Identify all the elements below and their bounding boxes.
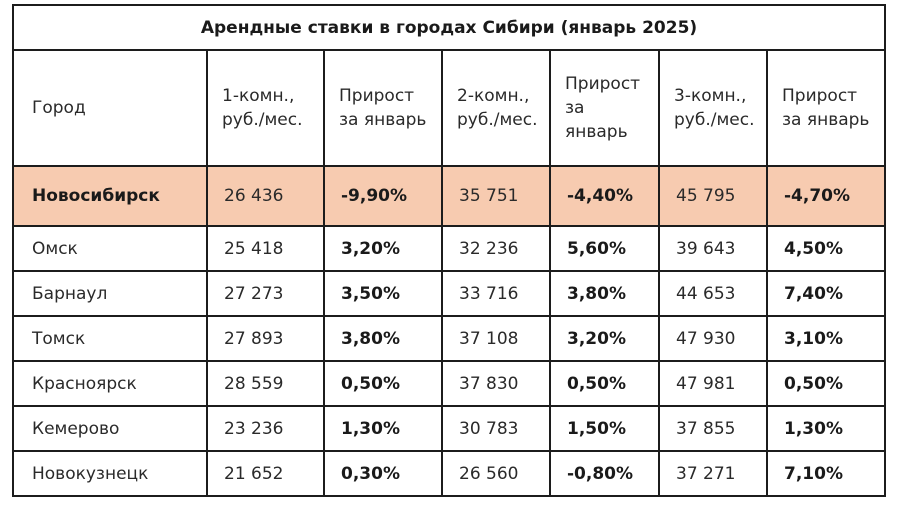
- growth-3room-cell: 3,10%: [765, 315, 887, 362]
- rent-1room-cell: 23 236: [206, 405, 325, 452]
- header-2room-growth: Прирост за январь: [549, 49, 660, 167]
- rent-1room-cell: 28 559: [206, 360, 325, 407]
- table-row: Кемерово 23 236 1,30% 30 783 1,50% 37 85…: [12, 405, 887, 452]
- city-cell: Кемерово: [12, 405, 208, 452]
- rent-rates-table: Арендные ставки в городах Сибири (январь…: [11, 4, 887, 497]
- rent-1room-cell: 27 273: [206, 270, 325, 317]
- city-cell: Новокузнецк: [12, 450, 208, 497]
- growth-2room-cell: 0,50%: [549, 360, 660, 407]
- rent-table-container: Арендные ставки в городах Сибири (январь…: [11, 4, 887, 497]
- growth-3room-cell: 1,30%: [765, 405, 887, 452]
- table-row-highlighted: Новосибирск 26 436 -9,90% 35 751 -4,40% …: [12, 165, 887, 227]
- growth-2room-cell: -4,40%: [549, 165, 660, 227]
- growth-1room-cell: 3,80%: [323, 315, 443, 362]
- table-row: Барнаул 27 273 3,50% 33 716 3,80% 44 653…: [12, 270, 887, 317]
- rent-2room-cell: 33 716: [441, 270, 551, 317]
- growth-2room-cell: 5,60%: [549, 225, 660, 272]
- city-cell: Красноярск: [12, 360, 208, 407]
- city-cell: Барнаул: [12, 270, 208, 317]
- header-2room-rent: 2-комн., руб./мес.: [441, 49, 551, 167]
- city-cell: Омск: [12, 225, 208, 272]
- header-row: Город 1-комн., руб./мес. Прирост за янва…: [12, 49, 887, 167]
- header-1room-growth: Прирост за январь: [323, 49, 443, 167]
- rent-3room-cell: 39 643: [658, 225, 768, 272]
- growth-2room-cell: -0,80%: [549, 450, 660, 497]
- rent-1room-cell: 27 893: [206, 315, 325, 362]
- rent-1room-cell: 21 652: [206, 450, 325, 497]
- table-row: Красноярск 28 559 0,50% 37 830 0,50% 47 …: [12, 360, 887, 407]
- growth-1room-cell: 3,50%: [323, 270, 443, 317]
- rent-1room-cell: 26 436: [206, 165, 325, 227]
- growth-2room-cell: 3,80%: [549, 270, 660, 317]
- growth-1room-cell: 0,30%: [323, 450, 443, 497]
- rent-3room-cell: 37 855: [658, 405, 768, 452]
- growth-1room-cell: 1,30%: [323, 405, 443, 452]
- growth-2room-cell: 3,20%: [549, 315, 660, 362]
- rent-2room-cell: 35 751: [441, 165, 551, 227]
- growth-2room-cell: 1,50%: [549, 405, 660, 452]
- header-3room-rent: 3-комн., руб./мес.: [658, 49, 768, 167]
- table-row: Новокузнецк 21 652 0,30% 26 560 -0,80% 3…: [12, 450, 887, 497]
- header-3room-growth: Прирост за январь: [765, 49, 887, 167]
- city-cell: Томск: [12, 315, 208, 362]
- rent-2room-cell: 30 783: [441, 405, 551, 452]
- table-row: Томск 27 893 3,80% 37 108 3,20% 47 930 3…: [12, 315, 887, 362]
- growth-3room-cell: 0,50%: [765, 360, 887, 407]
- header-city: Город: [12, 49, 208, 167]
- growth-1room-cell: 3,20%: [323, 225, 443, 272]
- rent-2room-cell: 26 560: [441, 450, 551, 497]
- rent-2room-cell: 37 830: [441, 360, 551, 407]
- growth-3room-cell: 7,10%: [765, 450, 887, 497]
- rent-3room-cell: 44 653: [658, 270, 768, 317]
- rent-2room-cell: 37 108: [441, 315, 551, 362]
- growth-3room-cell: 7,40%: [765, 270, 887, 317]
- growth-3room-cell: -4,70%: [765, 165, 887, 227]
- rent-3room-cell: 47 981: [658, 360, 768, 407]
- rent-3room-cell: 37 271: [658, 450, 768, 497]
- rent-1room-cell: 25 418: [206, 225, 325, 272]
- table-row: Омск 25 418 3,20% 32 236 5,60% 39 643 4,…: [12, 225, 887, 272]
- growth-1room-cell: -9,90%: [323, 165, 443, 227]
- table-title: Арендные ставки в городах Сибири (январь…: [11, 4, 887, 51]
- growth-1room-cell: 0,50%: [323, 360, 443, 407]
- rent-3room-cell: 47 930: [658, 315, 768, 362]
- header-1room-rent: 1-комн., руб./мес.: [206, 49, 325, 167]
- rent-2room-cell: 32 236: [441, 225, 551, 272]
- growth-3room-cell: 4,50%: [765, 225, 887, 272]
- rent-3room-cell: 45 795: [658, 165, 768, 227]
- city-cell: Новосибирск: [12, 165, 208, 227]
